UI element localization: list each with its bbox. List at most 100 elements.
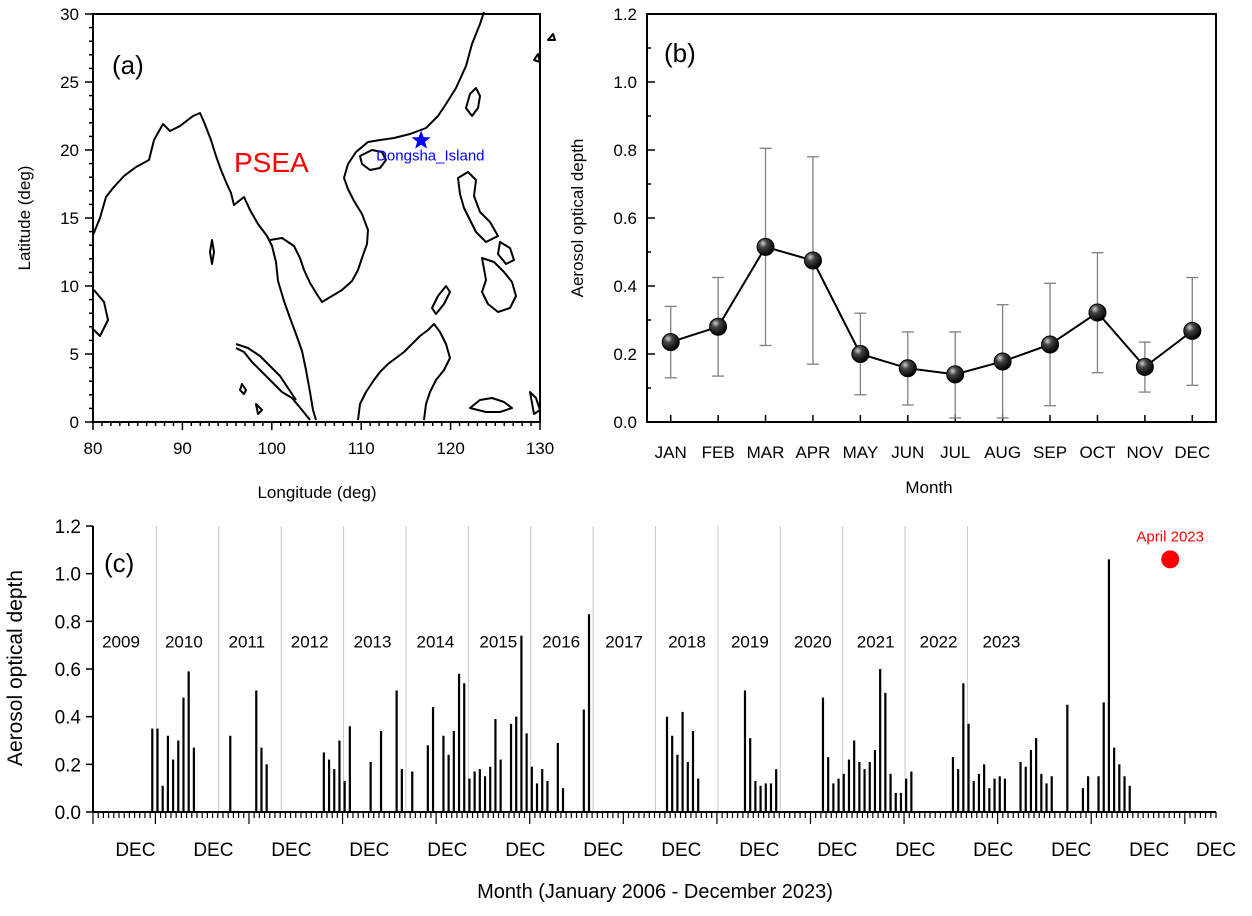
- line-chart-x-tick-label: MAY: [843, 443, 879, 462]
- year-label: 2021: [857, 633, 895, 652]
- bar: [671, 735, 674, 812]
- line-chart-point: [946, 365, 965, 384]
- bar: [509, 723, 513, 812]
- bar: [697, 778, 700, 812]
- year-label: 2012: [291, 633, 329, 652]
- bar: [546, 781, 549, 812]
- map-x-axis-label: Longitude (deg): [257, 483, 376, 502]
- line-chart-point: [1183, 321, 1202, 340]
- bar: [161, 785, 164, 812]
- bar: [847, 759, 851, 812]
- bar-chart-x-tick-label: DEC: [1129, 840, 1169, 861]
- bar: [868, 761, 871, 812]
- bar: [977, 773, 981, 812]
- coastline-philippines: [457, 171, 499, 243]
- year-label: 2014: [417, 633, 455, 652]
- coastline-japan: [547, 33, 556, 41]
- line-chart-point: [661, 333, 680, 352]
- bar: [582, 709, 585, 812]
- bar: [343, 781, 346, 812]
- bar-chart-y-tick-label: 0.8: [55, 612, 81, 633]
- map-x-tick-label: 100: [258, 439, 286, 458]
- coastline-philippines-south: [481, 257, 517, 313]
- bar: [265, 764, 268, 812]
- bar: [910, 771, 913, 812]
- bar: [1087, 776, 1090, 812]
- line-chart-point: [803, 251, 822, 270]
- bar: [431, 707, 435, 812]
- bar: [327, 759, 331, 812]
- bar: [395, 690, 398, 812]
- bar: [832, 783, 835, 812]
- bar-chart-y-tick-label: 0.4: [55, 708, 82, 729]
- coastline-east-isle: [529, 391, 541, 415]
- line-chart-y-tick-label: 0.8: [613, 141, 637, 160]
- bar: [962, 683, 965, 812]
- bar: [827, 757, 830, 812]
- coastline-sumatra: [235, 343, 297, 401]
- line-chart-y-ticks: 0.0 0.2 0.4 0.6 0.8 1.0 1.2: [613, 5, 655, 432]
- panel-b-label: (b): [664, 38, 696, 68]
- bar: [556, 742, 559, 812]
- coastline-indochina: [269, 11, 485, 303]
- map-y-tick-label: 30: [60, 5, 79, 24]
- bar: [1128, 785, 1131, 812]
- coastline-small-isle: [239, 383, 247, 395]
- map-y-tick-label: 10: [60, 277, 79, 296]
- bar: [489, 766, 492, 812]
- line-chart-point: [709, 317, 728, 336]
- coastline-andaman: [209, 239, 215, 265]
- year-label: 2020: [794, 633, 832, 652]
- bar-chart-x-tick-label: DEC: [817, 840, 857, 861]
- bar-chart-y-ticks: 0.0 0.2 0.4 0.6 0.8 1.0 1.2: [55, 517, 93, 824]
- bar: [972, 781, 975, 812]
- bar: [166, 735, 169, 812]
- bar: [759, 785, 762, 812]
- highlight-label: April 2023: [1136, 528, 1204, 545]
- bar: [255, 690, 258, 812]
- bar: [400, 769, 403, 812]
- bar: [348, 726, 351, 812]
- bar: [535, 783, 539, 812]
- line-chart-point: [1041, 335, 1060, 354]
- line-chart-y-tick-label: 0.6: [613, 209, 637, 228]
- line-chart-x-tick-label: MAR: [747, 443, 785, 462]
- coastline-malay-peninsula: [235, 347, 311, 421]
- line-chart-y-tick-label: 0.2: [613, 345, 637, 364]
- line-chart-points: [661, 237, 1202, 384]
- bar-chart-x-tick-label: DEC: [349, 840, 389, 861]
- bar: [858, 761, 861, 812]
- bar: [1118, 764, 1121, 812]
- bar: [889, 773, 892, 812]
- bar: [957, 769, 960, 812]
- line-chart-x-axis-label: Month: [905, 478, 952, 497]
- bar: [187, 671, 190, 812]
- line-chart-point: [898, 359, 917, 378]
- line-chart-y-tick-label: 0.0: [613, 413, 637, 432]
- bar: [468, 778, 471, 812]
- year-label: 2018: [668, 633, 706, 652]
- map-x-tick-label: 110: [348, 439, 375, 458]
- bar-chart-x-tick-label: DEC: [895, 840, 935, 861]
- bar: [1019, 761, 1022, 812]
- coastline-hainan: [359, 149, 387, 171]
- highlight-marker: [1161, 550, 1180, 569]
- coastline-palawan: [431, 285, 451, 315]
- bar: [447, 754, 450, 812]
- bar: [322, 752, 325, 812]
- year-label: 2010: [165, 633, 203, 652]
- bar: [681, 711, 684, 812]
- bar: [769, 783, 773, 812]
- panel-b-line-chart: 0.0 0.2 0.4 0.6 0.8 1.0 1.2 JAN FEB MAR APR MAY JUN…: [568, 5, 1217, 497]
- bar: [1123, 776, 1126, 812]
- year-label: 2022: [920, 633, 958, 652]
- bar: [998, 776, 1001, 812]
- coastline-taiwan: [465, 87, 481, 117]
- bar-chart-y-axis-label: Aerosol optical depth: [4, 570, 27, 766]
- bar: [1024, 766, 1027, 812]
- bar: [821, 697, 825, 812]
- bar: [764, 783, 767, 812]
- panel-a-label: (a): [112, 50, 144, 80]
- bar: [967, 723, 970, 812]
- map-y-tick-label: 0: [70, 413, 79, 432]
